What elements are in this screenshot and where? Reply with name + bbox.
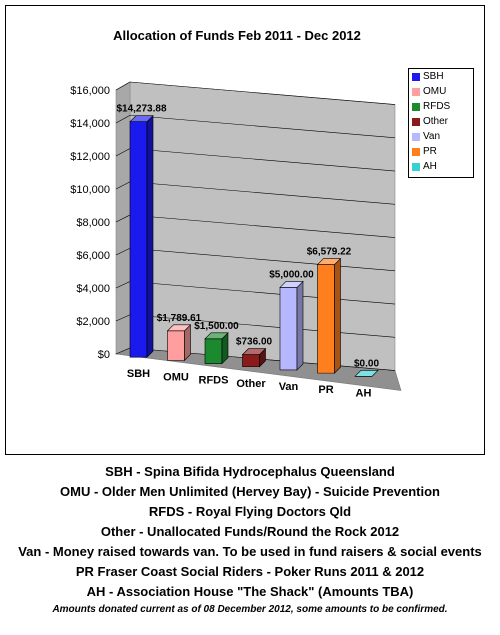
gridline-side bbox=[115, 247, 131, 256]
x-tick-label: OMU bbox=[163, 371, 189, 383]
gridline bbox=[129, 148, 396, 172]
legend-label: Van bbox=[423, 131, 441, 142]
gridline bbox=[129, 181, 396, 205]
bar-top bbox=[241, 348, 267, 355]
gridline bbox=[129, 247, 396, 272]
x-tick-label: PR bbox=[318, 384, 333, 396]
x-tick-label: Van bbox=[279, 381, 299, 393]
chart-frame: Allocation of Funds Feb 2011 - Dec 2012 $… bbox=[5, 5, 485, 455]
gridline-side bbox=[115, 347, 131, 355]
data-label: $1,500.00 bbox=[194, 321, 239, 332]
note-other: Other - Unallocated Funds/Round the Rock… bbox=[100, 524, 400, 539]
legend-item-rfds: RFDS bbox=[409, 99, 473, 114]
legend-label: SBH bbox=[423, 71, 444, 82]
gridline-side bbox=[115, 281, 131, 289]
legend-label: AH bbox=[423, 161, 437, 172]
bar-sbh bbox=[129, 121, 148, 358]
gridline-side bbox=[115, 148, 131, 157]
bar-side bbox=[296, 280, 304, 371]
x-tick-label: SBH bbox=[127, 368, 150, 380]
legend-swatch bbox=[412, 102, 420, 111]
gridline-side bbox=[115, 114, 131, 124]
legend-item-sbh: SBH bbox=[409, 69, 473, 84]
bar-side bbox=[146, 114, 154, 358]
legend-swatch bbox=[412, 147, 420, 156]
note-ah: AH - Association House "The Shack" (Amou… bbox=[86, 584, 414, 599]
gridline-side bbox=[115, 181, 131, 190]
bar-rfds bbox=[204, 338, 223, 364]
gridline-side bbox=[115, 314, 131, 322]
legend-swatch bbox=[412, 117, 420, 126]
y-tick-label: $4,000 bbox=[76, 283, 110, 295]
gridline bbox=[129, 314, 396, 338]
y-tick-label: $0 bbox=[98, 349, 110, 361]
y-tick-label: $2,000 bbox=[76, 316, 110, 328]
bar-top bbox=[354, 370, 379, 377]
bar-top bbox=[279, 281, 304, 288]
chart-legend: SBH OMU RFDS Other Van PR AH bbox=[408, 68, 474, 178]
legend-item-ah: AH bbox=[409, 159, 473, 174]
bar-pr bbox=[317, 264, 335, 374]
data-label: $1,789.61 bbox=[157, 313, 202, 324]
bar-top bbox=[316, 258, 342, 265]
x-tick-label: AH bbox=[356, 387, 372, 399]
y-tick-label: $10,000 bbox=[70, 184, 110, 196]
gridline bbox=[129, 281, 396, 305]
data-label: $5,000.00 bbox=[269, 269, 314, 280]
legend-item-omu: OMU bbox=[409, 84, 473, 99]
y-tick-label: $12,000 bbox=[70, 151, 110, 163]
chart-plot: Allocation of Funds Feb 2011 - Dec 2012 $… bbox=[70, 28, 402, 399]
note-omu: OMU - Older Men Unlimited (Hervey Bay) -… bbox=[60, 484, 440, 499]
legend-swatch bbox=[412, 132, 420, 141]
note-rfds: RFDS - Royal Flying Doctors Qld bbox=[148, 504, 352, 519]
gridline bbox=[129, 114, 396, 139]
data-label: $0.00 bbox=[354, 358, 379, 369]
note-van: Van - Money raised towards van. To be us… bbox=[18, 544, 482, 559]
y-tick-label: $14,000 bbox=[70, 118, 110, 130]
side-wall bbox=[115, 81, 131, 355]
footnote: Amounts donated current as of 08 Decembe… bbox=[52, 604, 448, 615]
y-tick-label: $6,000 bbox=[76, 250, 110, 262]
bar-other bbox=[242, 354, 260, 368]
x-tick-label: Other bbox=[236, 378, 266, 390]
data-label: $6,579.22 bbox=[307, 247, 352, 258]
data-label: $14,273.88 bbox=[116, 104, 166, 115]
legend-swatch bbox=[412, 87, 420, 96]
legend-label: Other bbox=[423, 116, 449, 127]
gridline bbox=[129, 81, 396, 105]
legend-label: OMU bbox=[423, 86, 447, 97]
gridline-side bbox=[115, 214, 131, 223]
legend-swatch bbox=[412, 162, 420, 171]
bar-top bbox=[204, 332, 229, 340]
data-label: $736.00 bbox=[236, 337, 273, 348]
note-sbh: SBH - Spina Bifida Hydrocephalus Queensl… bbox=[105, 464, 395, 479]
y-tick-label: $8,000 bbox=[76, 217, 110, 229]
chart-title: Allocation of Funds Feb 2011 - Dec 2012 bbox=[113, 28, 361, 43]
bar-top bbox=[129, 115, 154, 122]
gridline-side bbox=[115, 81, 131, 91]
legend-label: PR bbox=[423, 146, 437, 157]
bar-omu bbox=[167, 330, 185, 361]
gridline bbox=[129, 214, 396, 238]
bar-top bbox=[166, 324, 192, 332]
legend-item-pr: PR bbox=[409, 144, 473, 159]
legend-item-van: Van bbox=[409, 129, 473, 144]
x-tick-label: RFDS bbox=[199, 375, 229, 387]
y-tick-label: $16,000 bbox=[70, 85, 110, 97]
legend-notes: SBH - Spina Bifida Hydrocephalus Queensl… bbox=[0, 462, 500, 615]
bar-side bbox=[334, 257, 341, 374]
note-pr: PR Fraser Coast Social Riders - Poker Ru… bbox=[75, 564, 425, 579]
bar-van bbox=[279, 287, 298, 371]
legend-label: RFDS bbox=[423, 101, 451, 112]
legend-item-other: Other bbox=[409, 114, 473, 129]
legend-swatch bbox=[412, 72, 420, 81]
